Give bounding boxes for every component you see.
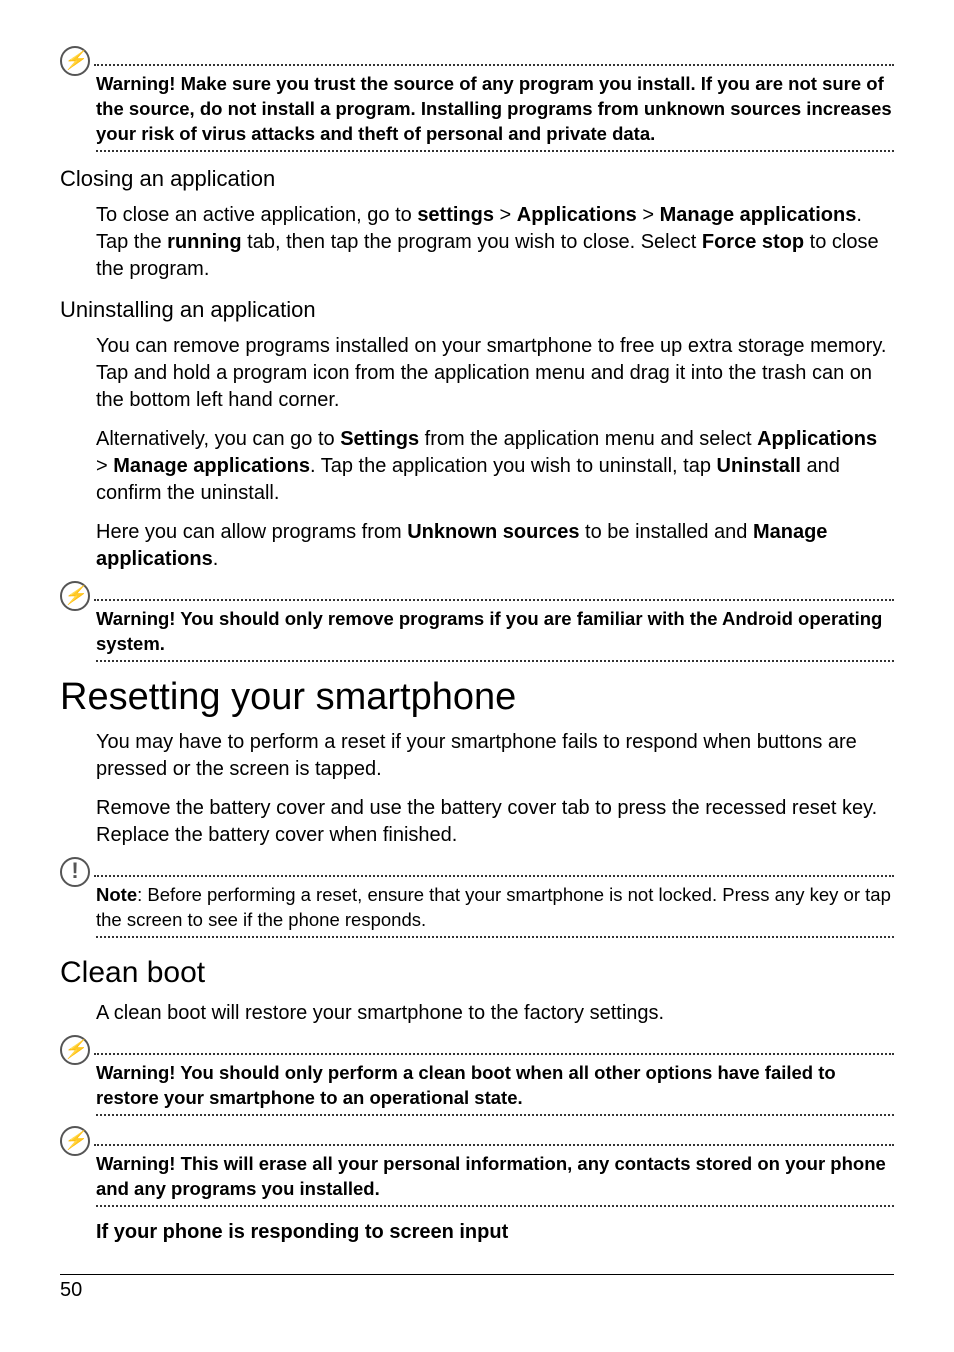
dotted-divider <box>96 150 894 152</box>
dotted-divider <box>96 660 894 662</box>
note-block: ! Note: Before performing a reset, ensur… <box>60 861 894 938</box>
text: > <box>96 455 113 477</box>
warning-text-2: Warning! You should only remove programs… <box>96 608 882 654</box>
text: Alternatively, you can go to <box>96 428 340 450</box>
text-bold: Force stop <box>702 231 804 253</box>
text-bold: Unknown sources <box>407 521 579 543</box>
lightning-icon: ⚡ <box>60 1126 90 1156</box>
warning-block-2: ⚡ Warning! You should only remove progra… <box>60 585 894 662</box>
text-bold: Settings <box>340 428 419 450</box>
text: . <box>213 548 219 570</box>
footer-rule <box>60 1274 894 1275</box>
warning-text-1: Warning! Make sure you trust the source … <box>96 73 892 144</box>
uninstall-p2: Alternatively, you can go to Settings fr… <box>96 426 894 507</box>
text-bold: Manage applications <box>660 204 857 226</box>
closing-app-paragraph: To close an active application, go to se… <box>96 202 894 283</box>
final-bold-line: If your phone is responding to screen in… <box>96 1221 894 1244</box>
lightning-icon: ⚡ <box>60 1035 90 1065</box>
text: from the application menu and select <box>419 428 757 450</box>
uninstall-p1: You can remove programs installed on you… <box>96 333 894 414</box>
note-body: : Before performing a reset, ensure that… <box>96 884 891 930</box>
text: > <box>637 204 660 226</box>
dotted-divider <box>94 64 894 66</box>
dotted-divider <box>96 936 894 938</box>
text: Here you can allow programs from <box>96 521 407 543</box>
warning-block-1: ⚡ Warning! Make sure you trust the sourc… <box>60 50 894 152</box>
exclamation-icon: ! <box>60 857 90 887</box>
lightning-icon: ⚡ <box>60 581 90 611</box>
warning-block-3: ⚡ Warning! You should only perform a cle… <box>60 1039 894 1116</box>
text: . Tap the application you wish to uninst… <box>310 455 717 477</box>
warning-text-3: Warning! You should only perform a clean… <box>96 1062 836 1108</box>
dotted-divider <box>94 875 894 877</box>
lightning-icon: ⚡ <box>60 46 90 76</box>
subheading-uninstall-app: Uninstalling an application <box>60 297 894 323</box>
text-bold: Applications <box>517 204 637 226</box>
text-bold: Uninstall <box>717 455 801 477</box>
text: tab, then tap the program you wish to cl… <box>242 231 702 253</box>
page-number: 50 <box>60 1279 894 1302</box>
text-bold: settings <box>417 204 494 226</box>
text-bold: Manage applications <box>113 455 310 477</box>
dotted-divider <box>96 1205 894 1207</box>
uninstall-p3: Here you can allow programs from Unknown… <box>96 519 894 573</box>
dotted-divider <box>94 1144 894 1146</box>
dotted-divider <box>96 1114 894 1116</box>
text-bold: running <box>167 231 241 253</box>
heading-resetting: Resetting your smartphone <box>60 676 894 719</box>
text: to be installed and <box>580 521 753 543</box>
text: > <box>494 204 517 226</box>
text: To close an active application, go to <box>96 204 417 226</box>
warning-block-4: ⚡ Warning! This will erase all your pers… <box>60 1130 894 1207</box>
reset-p1: You may have to perform a reset if your … <box>96 729 894 783</box>
note-text: Note: Before performing a reset, ensure … <box>60 883 894 933</box>
dotted-divider <box>94 1053 894 1055</box>
page-container: ⚡ Warning! Make sure you trust the sourc… <box>0 0 954 1332</box>
dotted-divider <box>94 599 894 601</box>
heading-clean-boot: Clean boot <box>60 956 894 990</box>
warning-text-4: Warning! This will erase all your person… <box>96 1153 886 1199</box>
note-label: Note <box>96 884 137 905</box>
reset-p2: Remove the battery cover and use the bat… <box>96 795 894 849</box>
text-bold: Applications <box>757 428 877 450</box>
cleanboot-p1: A clean boot will restore your smartphon… <box>96 1000 894 1027</box>
subheading-closing-app: Closing an application <box>60 166 894 192</box>
